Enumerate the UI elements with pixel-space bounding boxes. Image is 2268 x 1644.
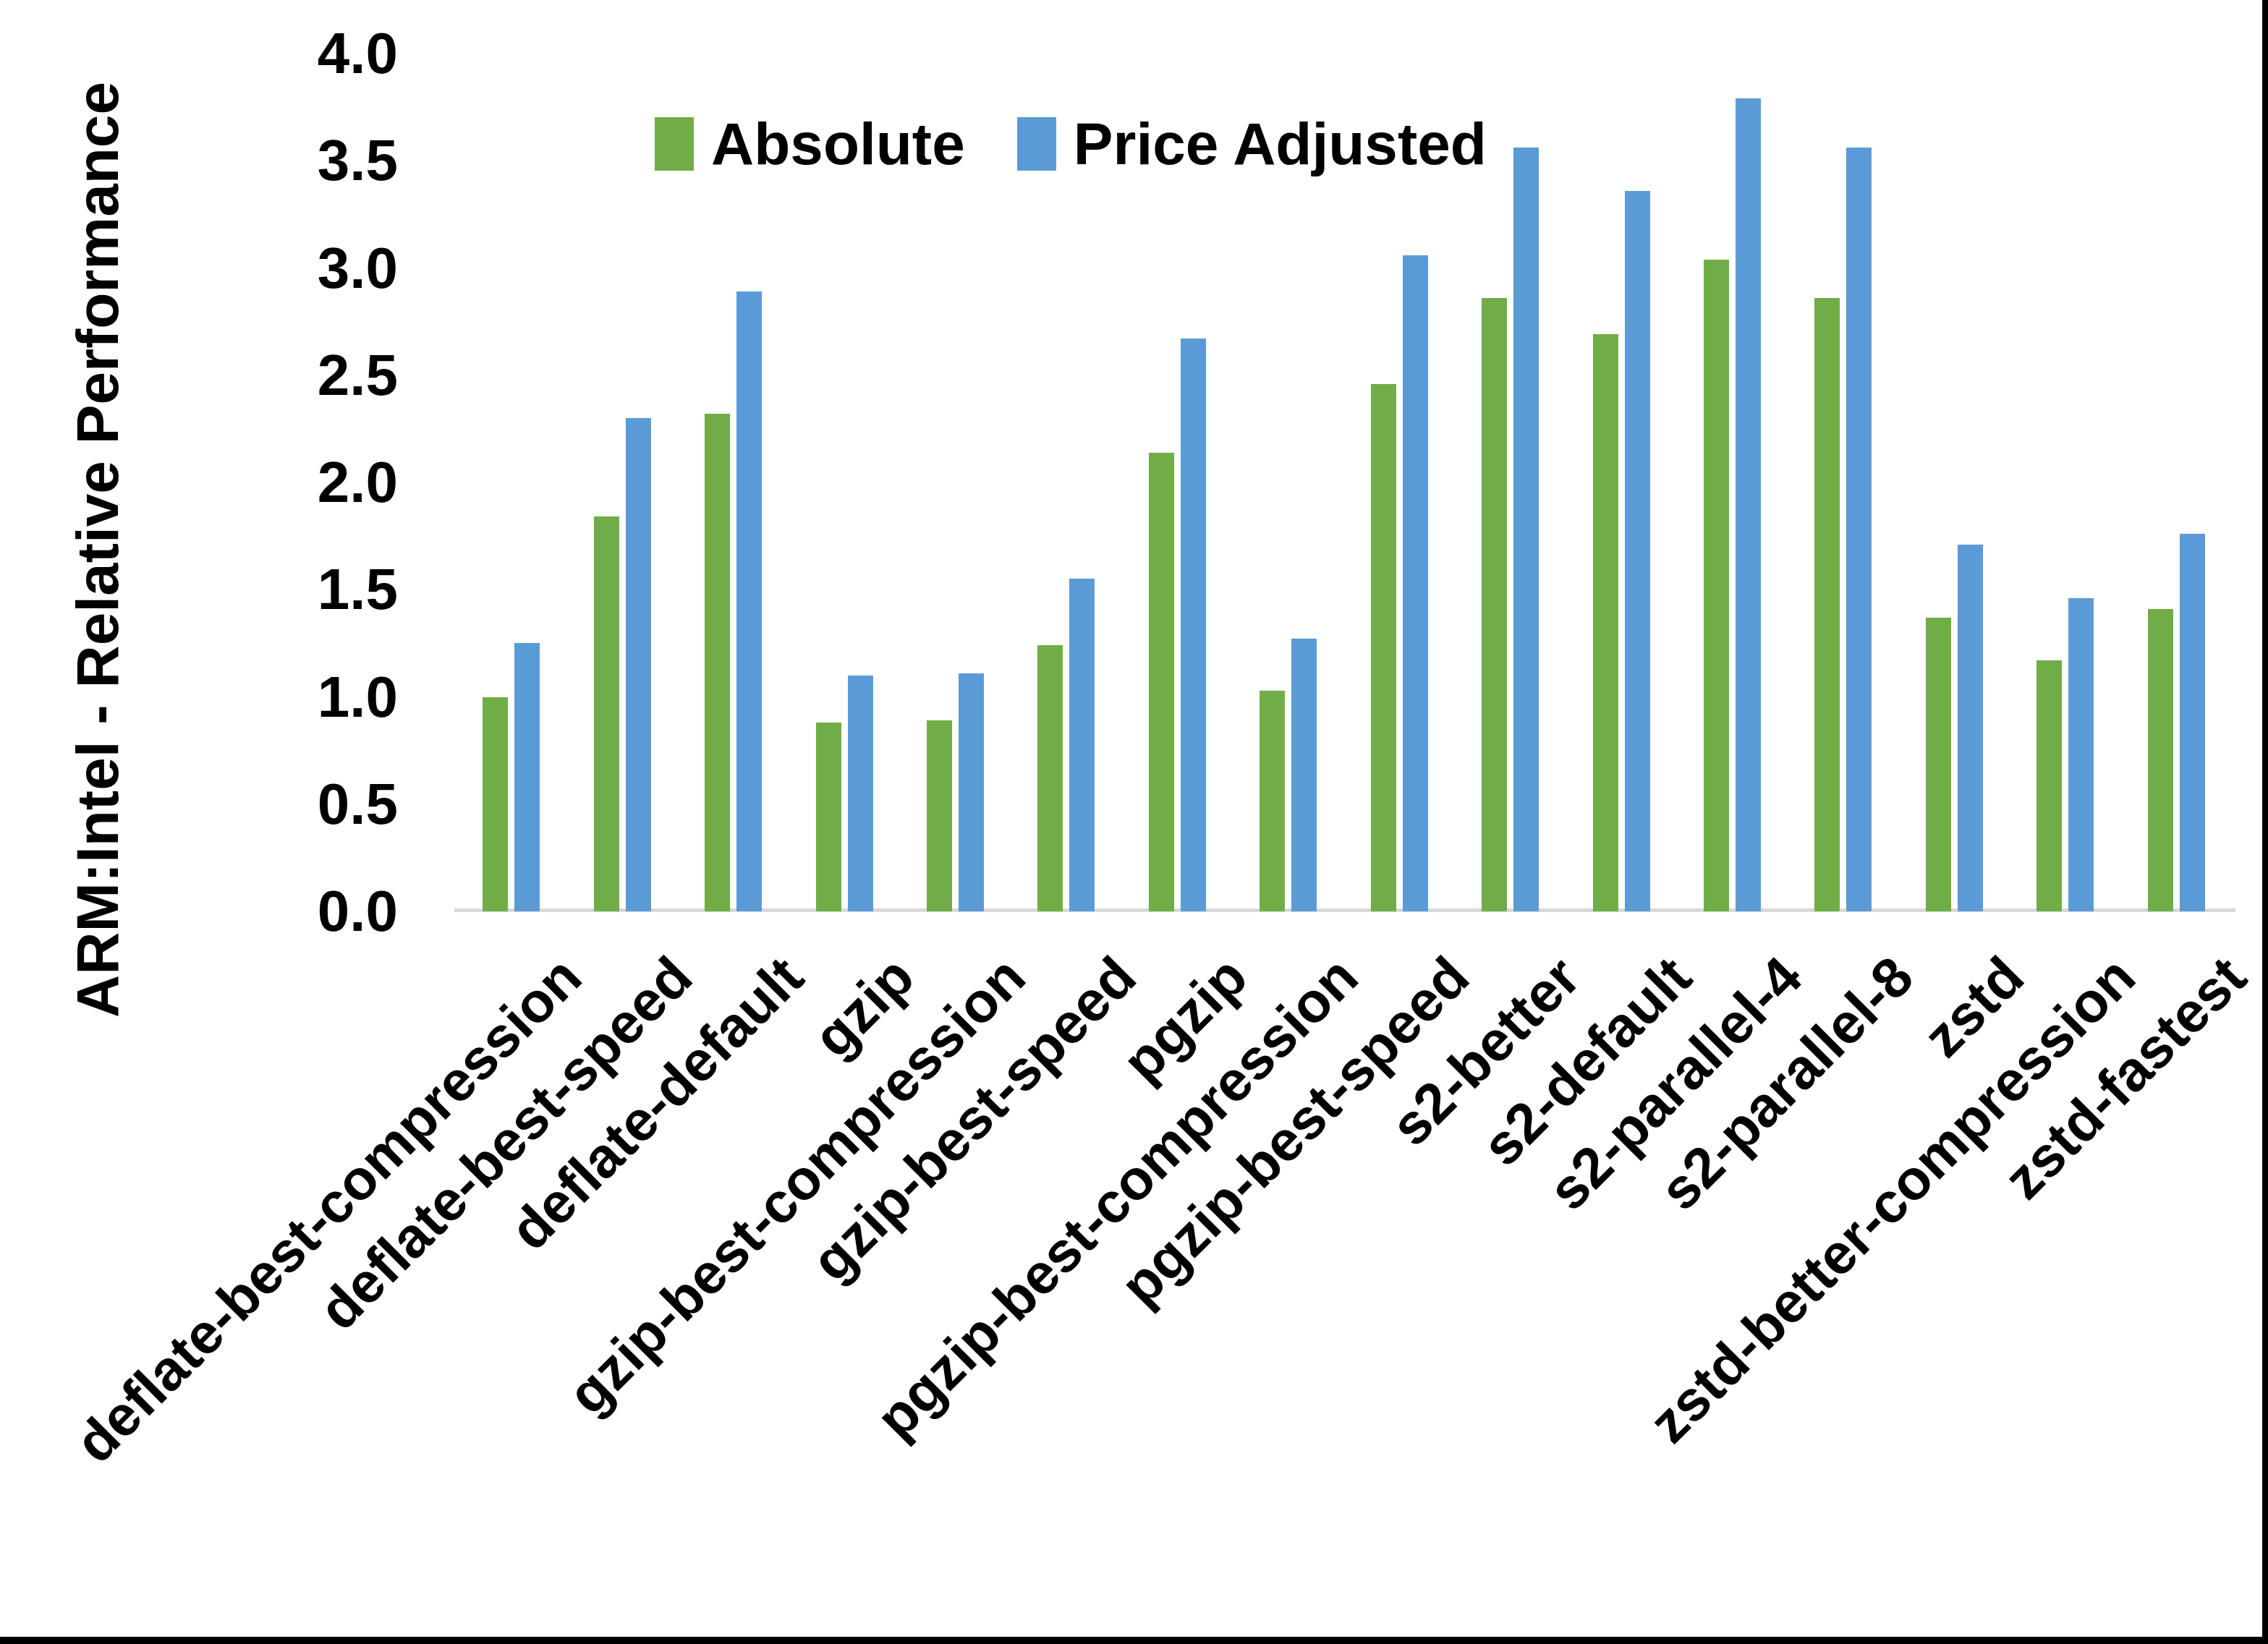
bar-absolute-deflate-best-compression bbox=[483, 697, 508, 912]
bar-price-adjusted-s2-parallel-4 bbox=[1736, 98, 1761, 911]
bar-group-s2-parallel-4 bbox=[1677, 54, 1788, 911]
y-tick-text: 3.0 bbox=[318, 235, 398, 302]
chart-frame: ARM:Intel - Relative Performance 0.0 0.5 1… bbox=[0, 0, 2268, 1644]
bar-price-adjusted-pgzip-best-speed bbox=[1403, 255, 1428, 911]
bar-group-pgzip bbox=[1122, 54, 1233, 911]
bar-price-adjusted-pgzip-best-compression bbox=[1291, 639, 1317, 911]
legend-label-absolute: Absolute bbox=[711, 110, 965, 178]
y-tick-text: 4.0 bbox=[318, 20, 398, 87]
bar-group-gzip-best-compression bbox=[900, 54, 1011, 911]
bar-group-deflate-best-speed bbox=[566, 54, 677, 911]
bar-price-adjusted-deflate-best-compression bbox=[514, 643, 540, 911]
bar-absolute-s2-default bbox=[1593, 334, 1618, 911]
y-tick-text: 3.5 bbox=[318, 127, 398, 194]
bar-absolute-zstd bbox=[1926, 618, 1951, 911]
bar-price-adjusted-deflate-best-speed bbox=[626, 418, 651, 911]
bar-group-gzip bbox=[789, 54, 899, 911]
bar-group-pgzip-best-compression bbox=[1233, 54, 1343, 911]
bar-absolute-pgzip-best-speed bbox=[1371, 384, 1396, 911]
y-tick-text: 1.0 bbox=[318, 664, 398, 731]
bar-price-adjusted-gzip bbox=[848, 676, 873, 911]
bar-price-adjusted-deflate-default bbox=[736, 291, 762, 911]
bar-group-s2-better bbox=[1455, 54, 1566, 911]
bar-absolute-deflate-best-speed bbox=[594, 516, 619, 911]
y-axis-title: ARM:Intel - Relative Performance bbox=[64, 82, 132, 1018]
bar-group-zstd-fastest bbox=[2121, 54, 2232, 911]
bar-absolute-s2-parallel-8 bbox=[1814, 298, 1840, 911]
bar-group-zstd-better-compression bbox=[2010, 54, 2120, 911]
bar-group-gzip-best-speed bbox=[1011, 54, 1121, 911]
bar-group-s2-parallel-8 bbox=[1788, 54, 1898, 911]
legend-marker-absolute bbox=[655, 117, 694, 171]
bar-price-adjusted-zstd-better-compression bbox=[2068, 598, 2094, 911]
bar-absolute-s2-parallel-4 bbox=[1704, 260, 1729, 911]
bar-absolute-s2-better bbox=[1482, 298, 1507, 911]
bar-group-s2-default bbox=[1566, 54, 1676, 911]
bar-price-adjusted-zstd bbox=[1958, 545, 1983, 911]
legend-marker-price-adjusted bbox=[1017, 117, 1056, 171]
bar-price-adjusted-zstd-fastest bbox=[2180, 534, 2205, 911]
bar-price-adjusted-gzip-best-compression bbox=[959, 673, 984, 911]
legend: Absolute Price Adjusted bbox=[655, 110, 1487, 178]
y-tick-text: 0.0 bbox=[318, 878, 398, 945]
bar-price-adjusted-pgzip bbox=[1181, 338, 1206, 911]
bar-price-adjusted-gzip-best-speed bbox=[1069, 579, 1095, 911]
bar-group-deflate-best-compression bbox=[456, 54, 566, 911]
y-tick-text: 0.5 bbox=[318, 771, 398, 838]
bar-absolute-pgzip-best-compression bbox=[1260, 691, 1285, 911]
bar-price-adjusted-s2-better bbox=[1513, 148, 1539, 911]
bar-absolute-zstd-better-compression bbox=[2036, 660, 2062, 911]
bar-group-zstd bbox=[1899, 54, 2010, 911]
bar-absolute-zstd-fastest bbox=[2148, 609, 2173, 911]
bar-absolute-gzip bbox=[816, 723, 841, 911]
legend-item-absolute: Absolute bbox=[655, 110, 965, 178]
y-tick-text: 1.5 bbox=[318, 556, 398, 623]
legend-item-price-adjusted: Price Adjusted bbox=[1017, 110, 1487, 178]
bar-price-adjusted-s2-parallel-8 bbox=[1846, 148, 1872, 911]
plot-area bbox=[456, 54, 2232, 911]
bar-absolute-gzip-best-speed bbox=[1037, 645, 1063, 911]
bar-absolute-deflate-default bbox=[705, 414, 730, 911]
bar-absolute-gzip-best-compression bbox=[927, 720, 952, 911]
bar-group-pgzip-best-speed bbox=[1344, 54, 1455, 911]
legend-label-price-adjusted: Price Adjusted bbox=[1074, 110, 1487, 178]
bar-price-adjusted-s2-default bbox=[1625, 191, 1650, 911]
y-tick-text: 2.0 bbox=[318, 449, 398, 516]
bar-group-deflate-default bbox=[678, 54, 789, 911]
bar-absolute-pgzip bbox=[1149, 453, 1174, 912]
y-tick-text: 2.5 bbox=[318, 342, 398, 409]
